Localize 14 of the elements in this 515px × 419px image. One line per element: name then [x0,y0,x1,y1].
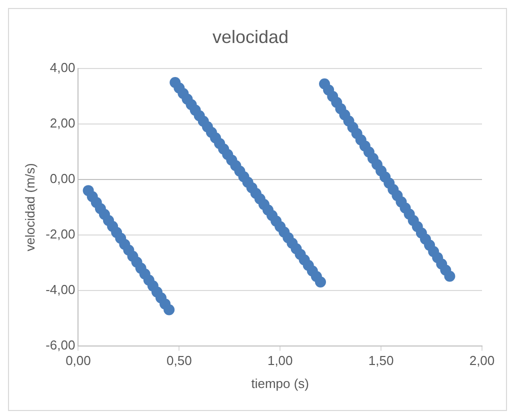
y-tick-label: -4,00 [46,282,76,297]
y-axis-title: velocidad (m/s) [22,163,38,252]
chart-title: velocidad [212,26,289,47]
y-tick-label: 2,00 [50,116,76,131]
x-tick-label: 1,50 [368,353,394,368]
x-tick-label: 0,50 [166,353,192,368]
x-axis-title: tiempo (s) [251,376,310,391]
y-tick-label: 0,00 [50,171,76,186]
x-tick-label: 2,00 [469,353,495,368]
x-tick-label: 0,00 [66,353,91,368]
y-tick-label: -2,00 [46,226,76,242]
y-tick-label: -6,00 [46,337,76,352]
x-tick-label: 1,00 [267,353,293,368]
y-tick-label: 4,00 [50,60,76,76]
